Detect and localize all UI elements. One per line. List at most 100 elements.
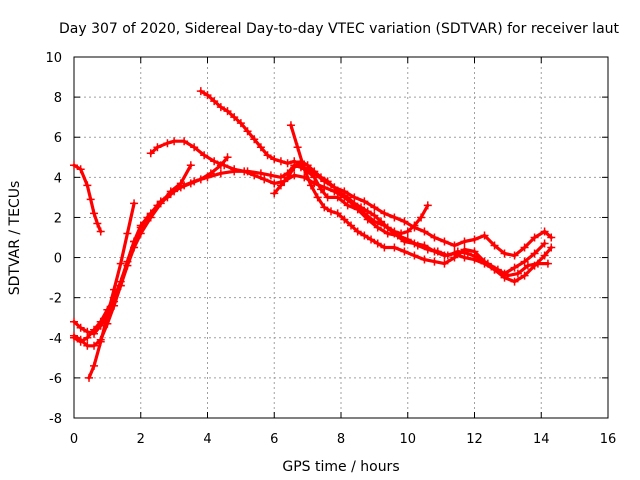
- y-tick-label: -6: [49, 372, 62, 387]
- data-point-marker: [450, 253, 459, 262]
- x-tick-label: 6: [270, 432, 278, 447]
- data-point-marker: [70, 331, 78, 340]
- data-point-marker: [230, 113, 239, 122]
- data-point-marker: [70, 161, 78, 170]
- data-point-marker: [347, 221, 356, 230]
- data-point-marker: [470, 255, 479, 264]
- data-point-marker: [400, 217, 409, 226]
- data-point-marker: [530, 233, 539, 242]
- data-point-marker: [286, 121, 295, 130]
- data-point-marker: [547, 233, 556, 242]
- data-point-marker: [260, 175, 269, 184]
- data-point-marker: [500, 269, 509, 278]
- data-point-marker: [123, 229, 132, 238]
- data-point-marker: [350, 199, 359, 208]
- data-point-marker: [243, 127, 252, 136]
- series-group: [70, 87, 556, 382]
- y-tick-label: -2: [49, 292, 62, 307]
- data-point-marker: [96, 337, 105, 346]
- data-point-marker: [146, 149, 155, 158]
- data-point-marker: [430, 257, 439, 266]
- data-point-marker: [333, 209, 342, 218]
- data-point-marker: [216, 103, 225, 112]
- data-point-marker: [210, 157, 219, 166]
- grid-lines: [74, 57, 608, 418]
- data-point-marker: [520, 271, 529, 280]
- data-point-marker: [363, 207, 372, 216]
- data-point-marker: [93, 219, 102, 228]
- x-tick-label: 8: [337, 432, 345, 447]
- y-tick-label: 10: [45, 51, 62, 66]
- x-tick-label: 4: [203, 432, 211, 447]
- data-point-marker: [323, 193, 332, 202]
- data-point-marker: [206, 169, 215, 178]
- x-tick-label: 12: [466, 432, 483, 447]
- data-point-marker: [450, 241, 459, 250]
- x-tick-label: 16: [600, 432, 617, 447]
- data-point-marker: [85, 373, 94, 382]
- data-point-marker: [547, 243, 556, 252]
- data-point-marker: [130, 199, 139, 208]
- data-point-marker: [520, 257, 529, 266]
- y-tick-label: 4: [54, 171, 62, 186]
- data-point-marker: [420, 241, 429, 250]
- data-point-marker: [96, 227, 105, 236]
- data-point-marker: [330, 183, 339, 192]
- data-point-marker: [430, 233, 439, 242]
- data-point-marker: [130, 237, 139, 246]
- series-line-s5: [87, 201, 136, 380]
- data-point-marker: [216, 169, 225, 178]
- data-point-marker: [163, 139, 172, 148]
- x-tick-label: 0: [70, 432, 78, 447]
- data-point-marker: [70, 317, 78, 326]
- data-point-marker: [276, 157, 285, 166]
- data-point-marker: [440, 259, 449, 268]
- data-point-marker: [390, 227, 399, 236]
- data-point-marker: [530, 261, 539, 270]
- data-point-marker: [313, 193, 322, 202]
- y-tick-label: 6: [54, 131, 62, 146]
- data-point-marker: [410, 221, 419, 230]
- data-point-marker: [500, 249, 509, 258]
- y-tick-label: 8: [54, 91, 62, 106]
- data-point-marker: [166, 189, 175, 198]
- data-point-marker: [90, 209, 99, 218]
- data-point-marker: [403, 227, 412, 236]
- data-point-marker: [326, 207, 335, 216]
- chart-title: Day 307 of 2020, Sidereal Day-to-day VTE…: [59, 21, 620, 37]
- data-point-marker: [540, 239, 549, 248]
- y-tick-label: 2: [54, 211, 62, 226]
- data-point-marker: [220, 161, 229, 170]
- y-axis-label: SDTVAR / TECUs: [7, 181, 23, 296]
- data-point-marker: [520, 243, 529, 252]
- data-point-marker: [283, 159, 292, 168]
- data-point-marker: [110, 285, 119, 294]
- data-point-marker: [367, 235, 376, 244]
- data-point-marker: [410, 251, 419, 260]
- data-point-marker: [203, 91, 212, 100]
- data-point-marker: [340, 215, 349, 224]
- data-point-marker: [430, 247, 439, 256]
- data-point-marker: [276, 181, 285, 190]
- data-point-marker: [156, 197, 165, 206]
- data-point-marker: [510, 277, 519, 286]
- data-point-marker: [196, 87, 205, 96]
- data-point-marker: [266, 171, 275, 180]
- data-point-marker: [76, 323, 85, 332]
- data-point-marker: [116, 281, 125, 290]
- x-tick-label: 10: [399, 432, 416, 447]
- y-tick-label: -4: [49, 332, 62, 347]
- data-point-marker: [400, 247, 409, 256]
- data-point-marker: [293, 143, 302, 152]
- data-point-marker: [310, 167, 319, 176]
- data-point-marker: [146, 209, 155, 218]
- data-point-marker: [236, 119, 245, 128]
- data-point-marker: [383, 223, 392, 232]
- y-axis-ticks: -8 -6 -4 -2 0 2 4 6 8 10: [45, 51, 608, 427]
- data-point-marker: [490, 241, 499, 250]
- data-point-marker: [513, 269, 522, 278]
- data-point-marker: [380, 209, 389, 218]
- series-line-s7: [199, 89, 553, 258]
- series-line-s9: [289, 123, 547, 276]
